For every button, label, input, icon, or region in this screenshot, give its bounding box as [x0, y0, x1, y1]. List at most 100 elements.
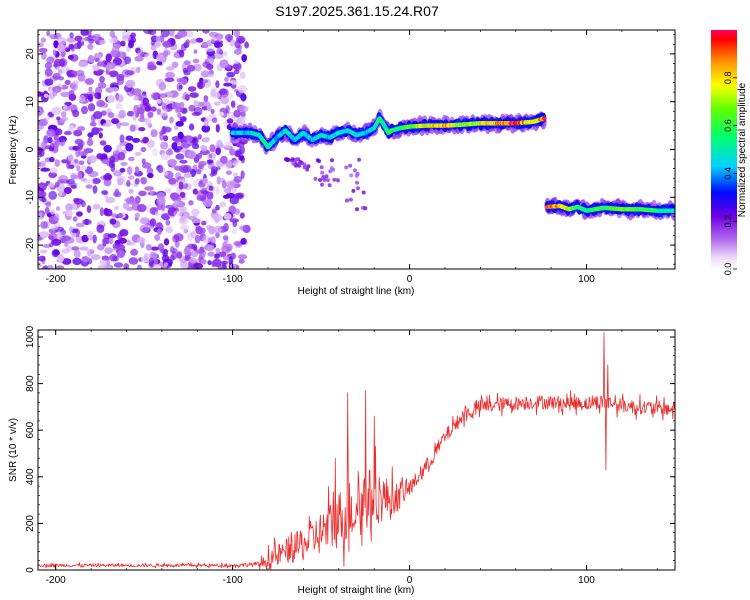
heatmap-cell	[200, 79, 209, 84]
heatmap-cell	[190, 38, 197, 44]
heatmap-cell	[68, 93, 77, 102]
heatmap-cell	[170, 38, 176, 46]
heatmap-cell	[49, 167, 58, 174]
heatmap-cell	[39, 249, 48, 254]
heatmap-cell	[67, 54, 74, 60]
heatmap-cell	[219, 143, 225, 149]
heatmap-cell	[136, 204, 147, 213]
heatmap-cell	[78, 160, 85, 166]
heatmap-cell	[44, 78, 54, 86]
heatmap-cell	[214, 33, 224, 40]
heatmap-cell	[38, 262, 42, 268]
heatmap-cell	[320, 182, 324, 187]
heatmap-cell	[201, 125, 211, 133]
heatmap-cell	[102, 122, 112, 128]
heatmap-cell	[128, 257, 139, 265]
heatmap-cell	[209, 172, 215, 177]
heatmap-cell	[120, 161, 128, 166]
colorbar-tick-label: 0.8	[723, 72, 733, 85]
heatmap-cell	[162, 40, 173, 48]
heatmap-cell	[179, 49, 185, 58]
heatmap-cell	[117, 212, 123, 219]
heatmap-cell	[130, 248, 139, 256]
heatmap-cell	[221, 180, 227, 189]
heatmap-cell	[53, 213, 60, 222]
heatmap-cell	[161, 125, 167, 135]
heatmap-cell	[177, 112, 182, 118]
heatmap-cell	[201, 220, 207, 226]
heatmap-cell	[192, 188, 198, 195]
heatmap-cell	[168, 177, 177, 185]
heatmap-cell	[188, 123, 195, 131]
heatmap-cell	[55, 206, 61, 211]
heatmap-cell	[93, 111, 103, 120]
heatmap-cell	[192, 137, 198, 143]
heatmap-cell	[157, 228, 162, 236]
heatmap-cell	[87, 55, 95, 63]
heatmap-cell	[230, 159, 240, 164]
heatmap-cell	[86, 139, 94, 147]
heatmap-cell	[55, 265, 65, 269]
heatmap-cell	[177, 131, 184, 140]
heatmap-cell	[193, 262, 204, 269]
heatmap-cell	[119, 134, 125, 143]
heatmap-cell	[233, 109, 242, 118]
heatmap-cell	[43, 93, 49, 99]
heatmap-cell	[163, 238, 170, 246]
heatmap-cell	[99, 140, 107, 146]
heatmap-cell	[226, 111, 236, 119]
heatmap-cell	[175, 153, 185, 160]
heatmap-cell	[225, 105, 230, 114]
heatmap-cell	[92, 185, 98, 194]
heatmap-cell	[84, 78, 95, 85]
heatmap-cell	[226, 118, 234, 124]
heatmap-cell	[186, 64, 196, 72]
heatmap-cell	[225, 160, 233, 169]
heatmap-cell	[68, 154, 74, 162]
heatmap-cell	[143, 30, 153, 35]
heatmap-cell	[101, 190, 108, 195]
heatmap-cell	[60, 50, 66, 58]
heatmap-cell	[99, 259, 108, 266]
heatmap-cell	[149, 218, 157, 227]
heatmap-cell	[44, 68, 53, 77]
heatmap-cell	[349, 173, 354, 178]
heatmap-cell	[68, 164, 75, 170]
heatmap-cell	[116, 144, 122, 153]
heatmap-cell	[125, 142, 134, 152]
heatmap-cell	[75, 70, 85, 76]
heatmap-cell	[108, 237, 114, 245]
heatmap-cell	[119, 167, 126, 173]
heatmap-cell	[188, 200, 194, 206]
heatmap-cell	[234, 30, 240, 38]
heatmap-cell	[150, 129, 158, 138]
heatmap-cell	[240, 110, 246, 119]
heatmap-cell	[115, 103, 123, 110]
heatmap-cell	[237, 254, 248, 260]
heatmap-cell	[160, 141, 169, 150]
heatmap-cell	[121, 35, 132, 41]
heatmap-cell	[206, 244, 215, 252]
heatmap-cell	[161, 213, 171, 221]
heatmap-cell	[320, 176, 325, 181]
heatmap-cell	[152, 257, 158, 267]
heatmap-cell	[224, 76, 229, 83]
heatmap-cell	[195, 249, 205, 254]
heatmap-cell	[38, 182, 47, 191]
heatmap-cell	[125, 79, 136, 88]
heatmap-cell	[88, 38, 94, 44]
heatmap-cell	[171, 196, 182, 202]
heatmap-cell	[215, 204, 220, 211]
heatmap-cell	[146, 172, 154, 179]
y-tick-label: -10	[25, 190, 36, 205]
heatmap-cell	[80, 165, 88, 171]
heatmap-cell	[355, 180, 360, 185]
heatmap-cell	[210, 91, 221, 99]
heatmap-cell	[163, 50, 169, 58]
heatmap-cell	[332, 177, 337, 182]
heatmap-cell	[144, 117, 152, 126]
heatmap-cell	[107, 112, 115, 119]
heatmap-cell	[232, 63, 240, 69]
